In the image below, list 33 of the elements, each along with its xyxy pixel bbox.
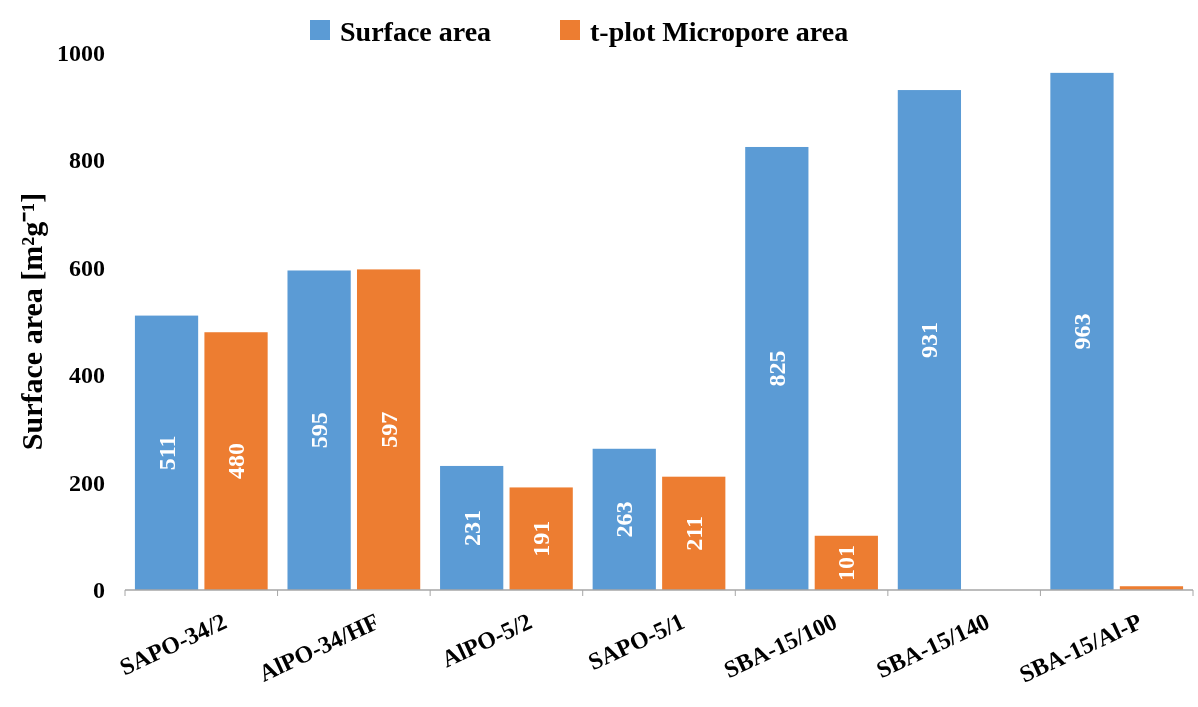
data-label: 480 — [223, 443, 250, 480]
legend-label: Surface area — [340, 15, 492, 47]
bar — [897, 90, 962, 590]
data-label: 101 — [833, 544, 860, 581]
bar — [134, 315, 199, 590]
y-tick-label: 400 — [69, 362, 105, 389]
y-tick-label: 0 — [93, 577, 105, 603]
y-tick-label: 600 — [69, 254, 105, 281]
bar — [814, 535, 878, 590]
data-label: 191 — [528, 520, 555, 557]
data-label: 963 — [1068, 313, 1095, 350]
bar — [592, 448, 656, 590]
bar — [204, 332, 268, 590]
data-label: 511 — [153, 435, 180, 471]
data-label: 231 — [458, 509, 485, 546]
data-label: 825 — [763, 350, 790, 387]
bar — [440, 465, 504, 590]
bar — [509, 487, 573, 590]
data-label: 263 — [611, 501, 638, 538]
y-axis-title: Surface area [m²g⁻¹] — [15, 192, 48, 451]
y-tick-label: 800 — [69, 147, 105, 174]
y-tick-label: 200 — [69, 469, 105, 496]
data-label: 597 — [375, 411, 402, 448]
legend-label: t-plot Micropore area — [590, 15, 849, 47]
bar — [356, 269, 421, 590]
bar — [745, 146, 809, 590]
bar — [1050, 72, 1114, 590]
data-label: 595 — [306, 412, 333, 449]
y-tick-label: 1000 — [57, 40, 105, 66]
data-label: 211 — [680, 516, 707, 551]
bar — [287, 270, 351, 590]
bar — [662, 476, 726, 590]
data-label: 931 — [916, 322, 943, 359]
